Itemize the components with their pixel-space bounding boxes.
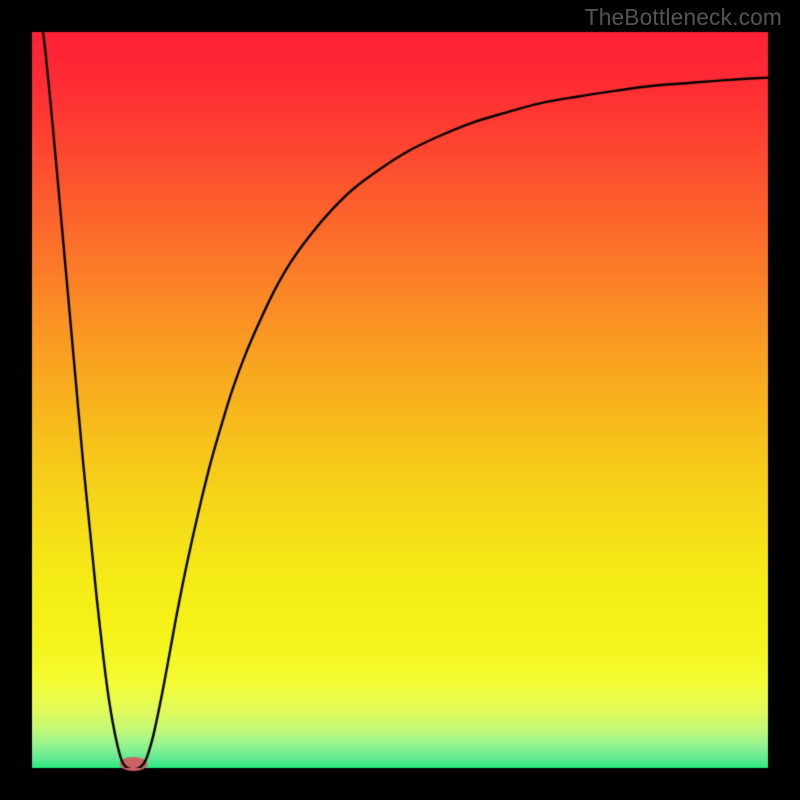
chart-stage: TheBottleneck.com <box>0 0 800 800</box>
attribution-label: TheBottleneck.com <box>585 4 782 31</box>
chart-canvas <box>0 0 800 800</box>
